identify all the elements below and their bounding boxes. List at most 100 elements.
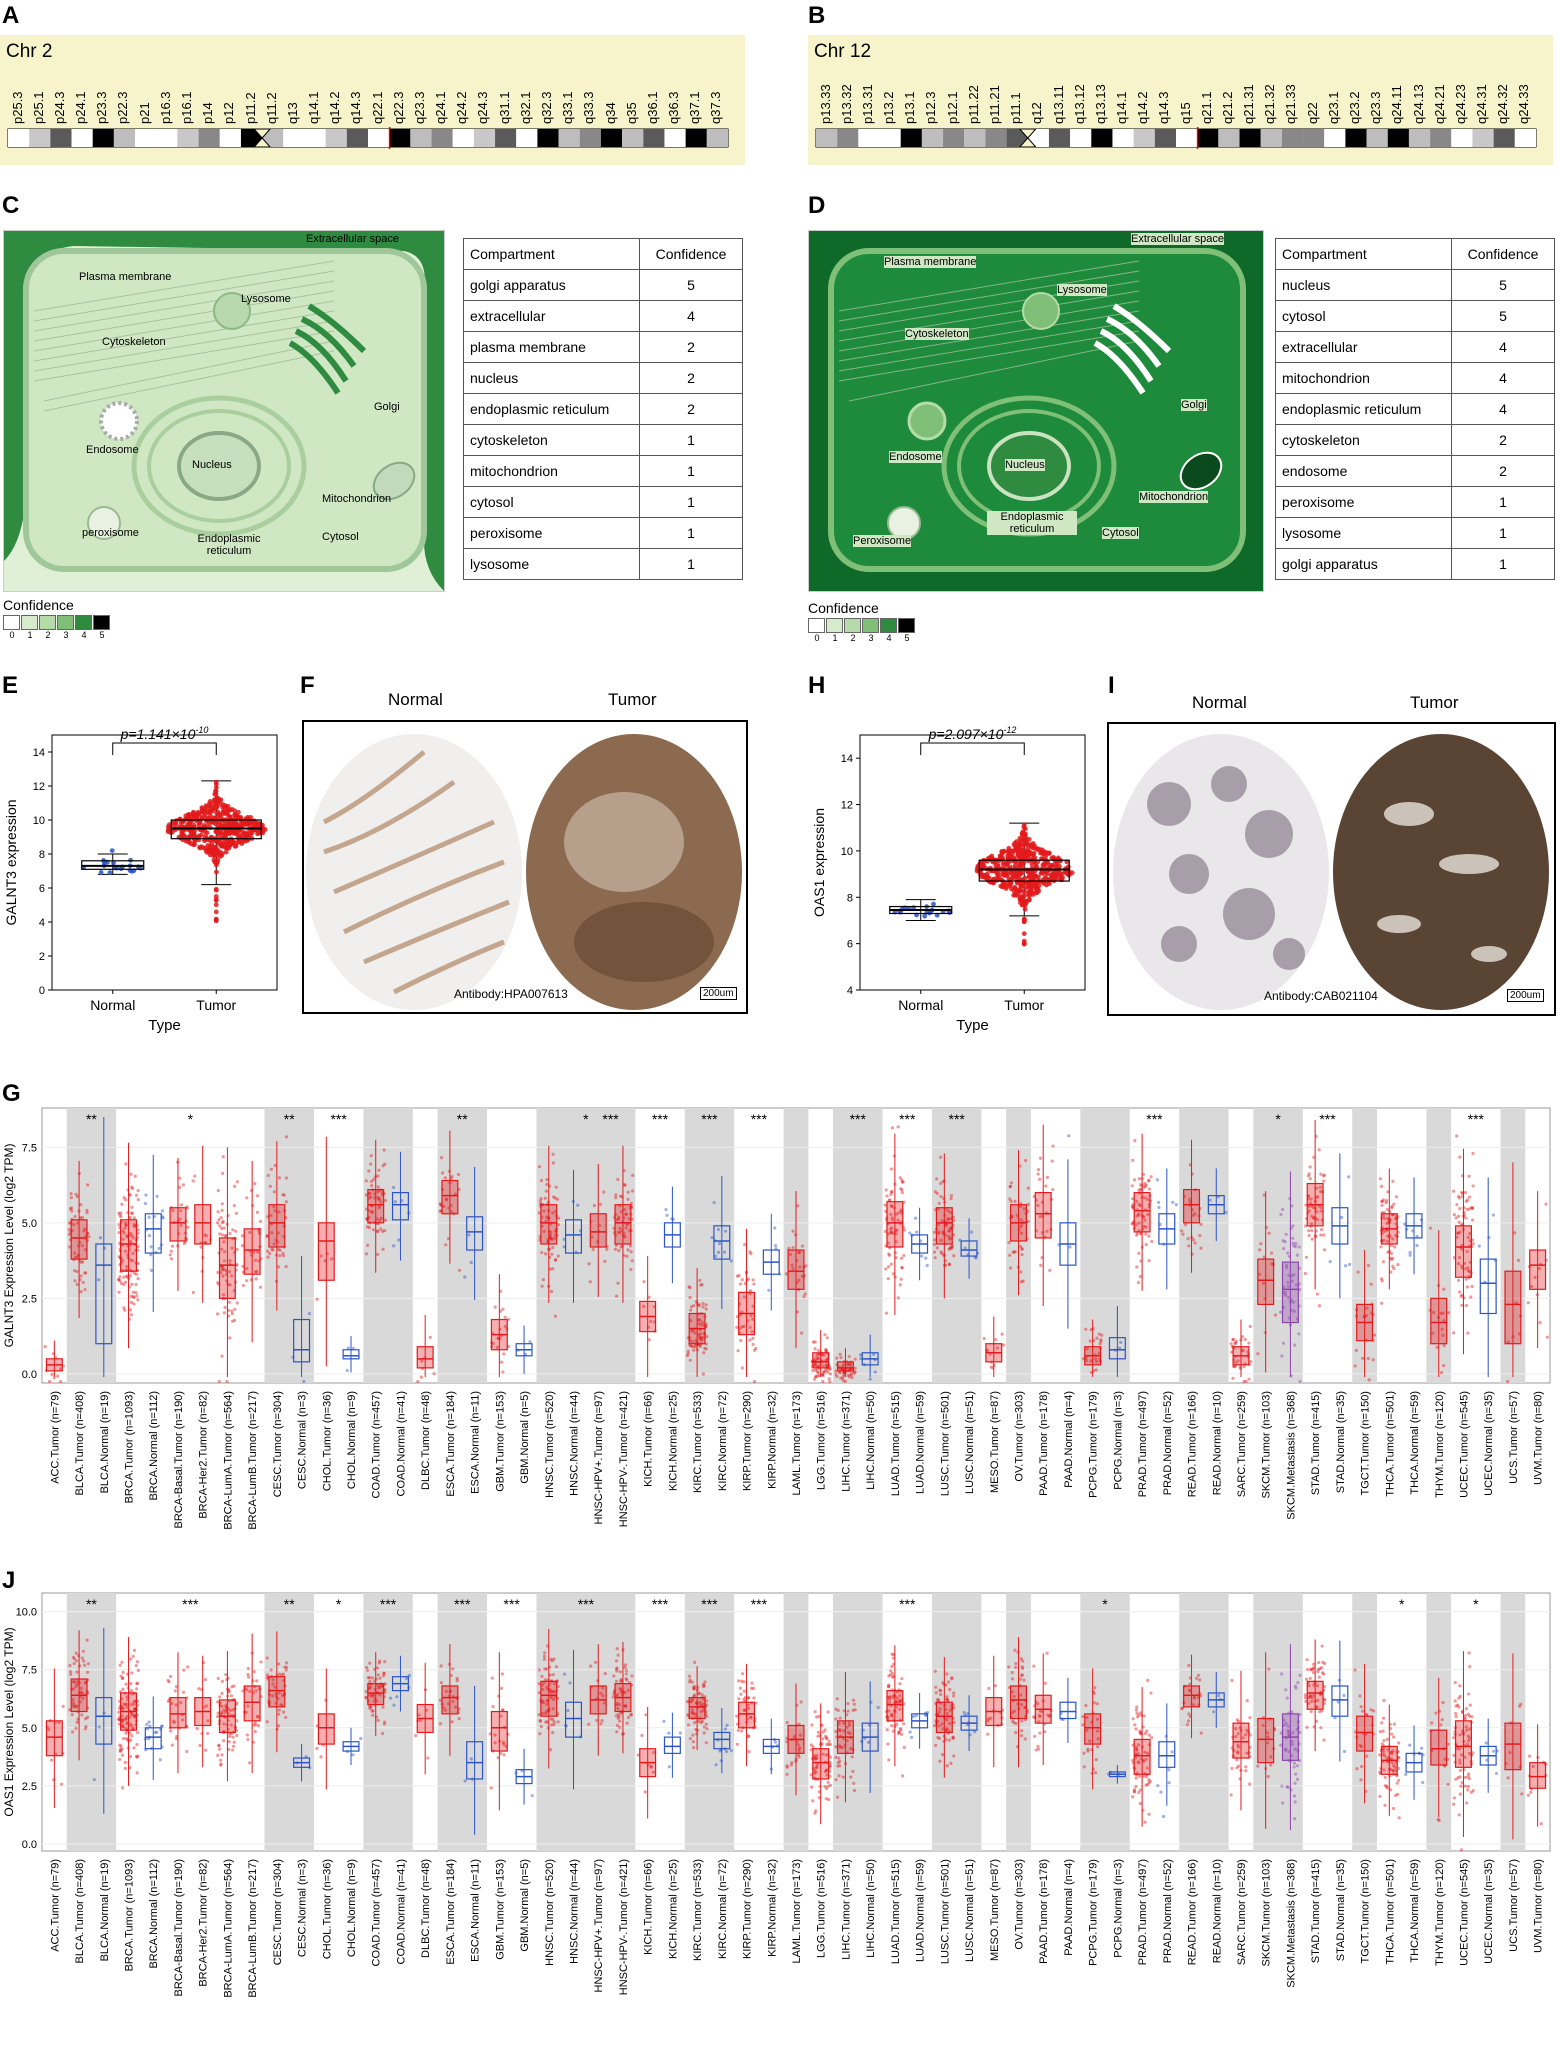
data-point	[160, 1209, 164, 1213]
data-point	[274, 1279, 279, 1283]
data-point	[824, 1348, 828, 1352]
data-point	[447, 1169, 451, 1173]
data-point	[255, 1679, 259, 1683]
data-point	[160, 1724, 164, 1728]
data-point	[228, 1270, 232, 1274]
ideogram-band-label: p13.1	[902, 91, 918, 124]
data-point	[224, 1703, 228, 1707]
data-point	[1143, 1181, 1147, 1186]
data-point	[143, 1201, 148, 1206]
data-point	[1094, 1758, 1098, 1762]
data-point	[281, 1193, 285, 1197]
data-point	[127, 1248, 132, 1252]
data-point	[889, 1226, 894, 1230]
data-point	[939, 1194, 943, 1199]
data-point	[937, 1736, 942, 1740]
data-point	[631, 1173, 635, 1177]
data-point	[121, 1736, 126, 1741]
data-point	[842, 1371, 846, 1375]
data-point	[1137, 1251, 1141, 1255]
data-point	[643, 1790, 647, 1794]
data-point	[178, 1176, 182, 1180]
data-point	[1247, 1377, 1251, 1381]
group-shade	[1080, 1593, 1130, 1851]
data-point	[1391, 1264, 1395, 1268]
data-point	[690, 1329, 694, 1333]
data-point	[742, 1324, 746, 1328]
data-point	[1140, 1176, 1144, 1181]
data-point	[439, 1681, 443, 1685]
data-point	[868, 1377, 872, 1381]
data-point	[109, 848, 115, 853]
group-shade	[437, 1108, 487, 1383]
data-point	[821, 1373, 825, 1378]
ihc-f-scalebar: 200um	[700, 987, 737, 1000]
data-point	[198, 844, 204, 850]
data-point	[204, 1704, 209, 1708]
y-tick-label: 12	[841, 800, 853, 812]
data-point	[319, 1755, 323, 1759]
data-point	[625, 1721, 629, 1725]
data-point	[1134, 1223, 1138, 1227]
data-point	[124, 1716, 128, 1721]
data-point	[136, 1731, 140, 1735]
ideogram-band	[985, 129, 1007, 147]
data-point	[220, 1268, 224, 1272]
data-point	[813, 1340, 817, 1344]
data-point	[1132, 1178, 1137, 1182]
data-point	[213, 909, 219, 915]
data-point	[1343, 1264, 1348, 1268]
data-point	[1367, 1378, 1371, 1382]
data-point	[624, 1212, 628, 1216]
ideogram-band-label: p16.1	[179, 91, 194, 124]
data-point	[192, 842, 197, 847]
ihc-i-image	[1113, 734, 1549, 1010]
data-point	[1150, 1239, 1154, 1244]
data-point	[841, 1374, 846, 1378]
data-point	[209, 850, 215, 856]
data-point	[1389, 1252, 1394, 1256]
data-point	[268, 1184, 272, 1188]
data-point	[1454, 1216, 1458, 1220]
data-point	[1149, 1175, 1153, 1179]
data-point	[551, 1267, 555, 1271]
data-point	[542, 1657, 547, 1661]
data-point	[366, 1243, 370, 1248]
data-point	[1297, 1332, 1301, 1336]
ideogram-band	[410, 129, 432, 147]
data-point	[947, 1228, 951, 1233]
data-point	[1281, 1239, 1285, 1243]
data-point	[225, 1279, 229, 1283]
data-point	[898, 1682, 902, 1686]
data-point	[1007, 1665, 1011, 1669]
data-point	[587, 1262, 591, 1266]
data-point	[369, 1195, 373, 1199]
label-cytoskeleton: Cytoskeleton	[102, 336, 166, 348]
data-point	[67, 1221, 72, 1225]
data-point	[1038, 1156, 1043, 1160]
data-point	[1436, 1283, 1441, 1288]
data-point	[469, 1757, 473, 1761]
data-point	[189, 828, 194, 834]
data-point	[376, 1174, 380, 1178]
data-point	[846, 1702, 850, 1706]
box	[218, 1237, 236, 1299]
data-point	[1045, 1229, 1049, 1233]
data-point	[1032, 1664, 1036, 1668]
data-point	[1457, 1220, 1461, 1224]
data-point	[176, 1244, 180, 1248]
data-point	[1380, 1203, 1384, 1208]
data-point	[377, 1218, 382, 1223]
data-point	[702, 1351, 706, 1355]
data-point	[1238, 1366, 1243, 1371]
data-point	[1026, 897, 1032, 903]
data-point	[1381, 1260, 1385, 1264]
data-point	[1021, 1659, 1025, 1663]
data-point	[620, 1195, 624, 1199]
data-point	[1456, 1194, 1461, 1199]
group-shade	[684, 1593, 735, 1851]
data-point	[828, 1742, 832, 1747]
data-point	[810, 1785, 814, 1789]
ideogram-band-label: p11.1	[1008, 92, 1024, 124]
data-point	[277, 1708, 281, 1712]
